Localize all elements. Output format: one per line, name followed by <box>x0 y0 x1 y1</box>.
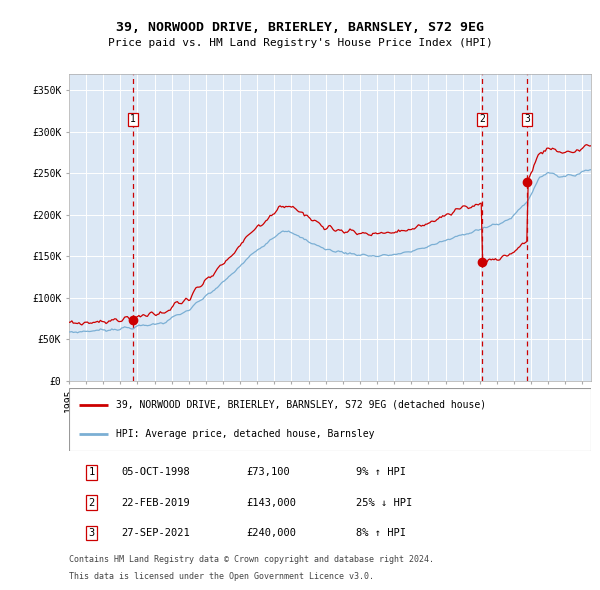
Text: 8% ↑ HPI: 8% ↑ HPI <box>356 528 406 538</box>
Text: 39, NORWOOD DRIVE, BRIERLEY, BARNSLEY, S72 9EG (detached house): 39, NORWOOD DRIVE, BRIERLEY, BARNSLEY, S… <box>116 400 486 410</box>
Text: 3: 3 <box>524 114 530 124</box>
Text: 39, NORWOOD DRIVE, BRIERLEY, BARNSLEY, S72 9EG: 39, NORWOOD DRIVE, BRIERLEY, BARNSLEY, S… <box>116 21 484 34</box>
Text: Price paid vs. HM Land Registry's House Price Index (HPI): Price paid vs. HM Land Registry's House … <box>107 38 493 48</box>
Text: 2: 2 <box>479 114 485 124</box>
Text: 25% ↓ HPI: 25% ↓ HPI <box>356 498 412 507</box>
Text: £240,000: £240,000 <box>247 528 296 538</box>
FancyBboxPatch shape <box>69 388 591 451</box>
Text: 2: 2 <box>88 498 95 507</box>
Text: £73,100: £73,100 <box>247 467 290 477</box>
Text: 9% ↑ HPI: 9% ↑ HPI <box>356 467 406 477</box>
Text: 27-SEP-2021: 27-SEP-2021 <box>121 528 190 538</box>
Text: This data is licensed under the Open Government Licence v3.0.: This data is licensed under the Open Gov… <box>69 572 374 581</box>
Text: Contains HM Land Registry data © Crown copyright and database right 2024.: Contains HM Land Registry data © Crown c… <box>69 555 434 563</box>
Text: HPI: Average price, detached house, Barnsley: HPI: Average price, detached house, Barn… <box>116 429 374 439</box>
Text: 05-OCT-1998: 05-OCT-1998 <box>121 467 190 477</box>
Text: 1: 1 <box>88 467 95 477</box>
Text: 1: 1 <box>130 114 136 124</box>
Text: 22-FEB-2019: 22-FEB-2019 <box>121 498 190 507</box>
Text: £143,000: £143,000 <box>247 498 296 507</box>
Text: 3: 3 <box>88 528 95 538</box>
